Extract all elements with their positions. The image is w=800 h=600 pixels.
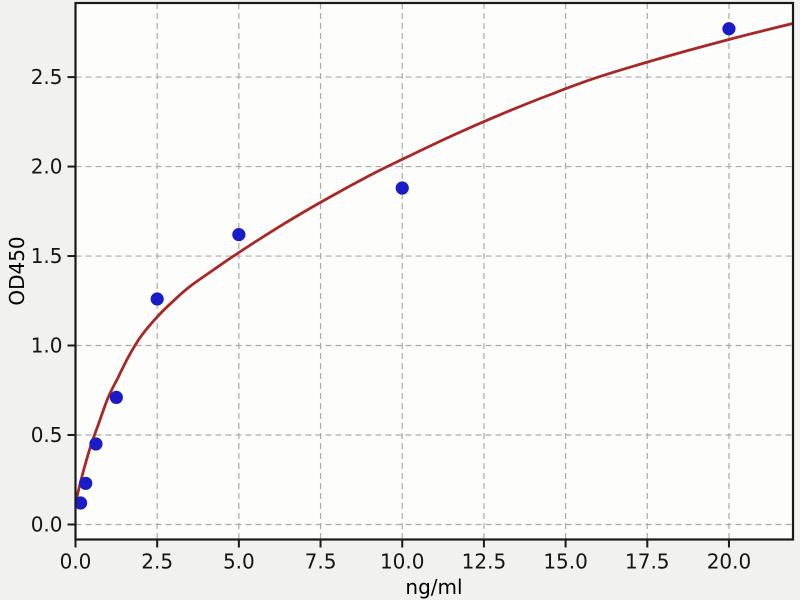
- data-point: [722, 22, 736, 36]
- y-tick-label: 0.0: [31, 512, 63, 536]
- x-tick-label: 2.5: [141, 550, 173, 574]
- y-tick-label: 2.0: [31, 155, 63, 179]
- fit-curve: [75, 22, 793, 504]
- x-tick-label: 20.0: [707, 550, 752, 574]
- y-axis-label: OD450: [5, 236, 29, 306]
- data-point: [150, 292, 164, 306]
- x-tick-label: 15.0: [543, 550, 588, 574]
- y-tick-label: 1.5: [31, 244, 63, 268]
- x-tick-label: 7.5: [305, 550, 337, 574]
- x-tick-label: 0.0: [60, 550, 92, 574]
- data-point: [109, 390, 123, 405]
- y-tick-label: 1.0: [31, 334, 63, 358]
- data-point: [79, 476, 93, 490]
- y-tick-label: 2.5: [31, 65, 63, 89]
- axes-spines: [74, 1, 795, 541]
- x-tick-label: 12.5: [462, 550, 507, 574]
- x-tick-label: 10.0: [380, 550, 425, 574]
- data-point: [89, 437, 103, 451]
- data-point: [395, 181, 409, 195]
- plot-area: [75, 3, 793, 540]
- data-points: [75, 22, 736, 510]
- data-point: [232, 227, 246, 242]
- x-tick-label: 17.5: [625, 550, 670, 574]
- x-tick-label: 5.0: [223, 550, 255, 574]
- tick-labels: 0.0 2.5 5.0 7.5 10.0 12.5 15.0 17.5 20.0 0.0 0.5 1.…: [31, 65, 752, 573]
- y-tick-label: 0.5: [31, 423, 63, 447]
- ticks: [67, 76, 730, 548]
- x-axis-label: ng/ml: [405, 575, 463, 599]
- data-point: [75, 496, 88, 510]
